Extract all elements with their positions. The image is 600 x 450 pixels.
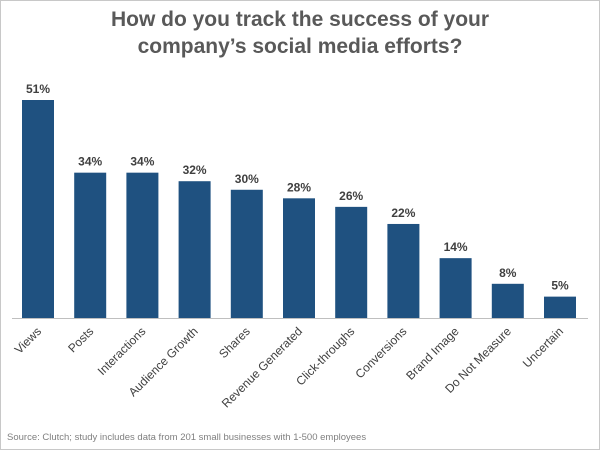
bar — [230, 189, 263, 318]
category-label: Views — [12, 324, 44, 356]
category-label: Conversions — [352, 324, 409, 381]
bar — [22, 100, 54, 318]
bar — [387, 223, 420, 318]
chart-title: How do you track the success of your com… — [0, 6, 600, 60]
data-label: 51% — [26, 82, 50, 96]
data-label: 8% — [499, 266, 517, 280]
bar — [491, 283, 524, 318]
bar — [74, 172, 107, 318]
bar — [283, 198, 315, 318]
data-label: 32% — [183, 163, 207, 177]
bar — [544, 296, 576, 318]
data-label: 26% — [339, 189, 363, 203]
data-label: 5% — [551, 279, 569, 293]
data-label: 14% — [444, 240, 468, 254]
category-label: Posts — [65, 324, 96, 355]
source-note: Source: Clutch; study includes data from… — [7, 432, 367, 443]
bar — [178, 181, 211, 318]
data-label: 34% — [78, 155, 102, 169]
data-label: 28% — [287, 180, 311, 194]
category-label: Shares — [216, 324, 253, 361]
data-label: 34% — [130, 155, 154, 169]
category-label: Interactions — [95, 324, 149, 378]
chart-title-line-2: company’s social media efforts? — [137, 35, 463, 58]
bar — [439, 258, 472, 318]
category-label: Uncertain — [520, 324, 566, 370]
data-label: 22% — [391, 206, 415, 220]
bar — [335, 206, 368, 318]
data-label: 30% — [235, 172, 259, 186]
chart-title-line-1: How do you track the success of your — [110, 8, 490, 31]
bar — [126, 172, 159, 318]
